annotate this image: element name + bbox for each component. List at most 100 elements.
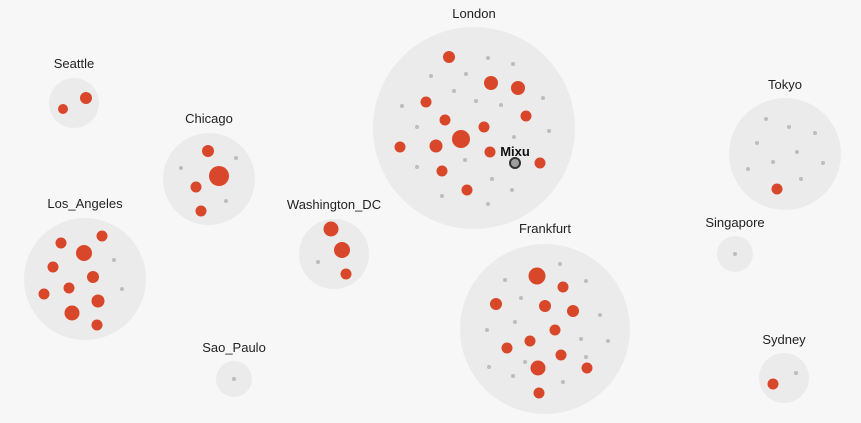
node-idle[interactable]	[429, 74, 433, 78]
cluster-singapore[interactable]: Singapore	[705, 215, 765, 272]
node-idle[interactable]	[787, 125, 791, 129]
node-active[interactable]	[539, 300, 551, 312]
node-idle[interactable]	[464, 72, 468, 76]
node-active[interactable]	[771, 183, 783, 195]
node-active[interactable]	[533, 387, 545, 399]
node-idle[interactable]	[400, 104, 404, 108]
node-active[interactable]	[334, 242, 350, 258]
cluster-frankfurt[interactable]: Frankfurt	[460, 221, 630, 414]
node-active[interactable]	[490, 298, 502, 310]
node-idle[interactable]	[474, 99, 478, 103]
node-active[interactable]	[429, 139, 443, 153]
node-idle[interactable]	[510, 188, 514, 192]
node-idle[interactable]	[224, 199, 228, 203]
node-idle[interactable]	[485, 328, 489, 332]
node-active[interactable]	[55, 237, 67, 249]
cluster-london[interactable]: London	[373, 6, 575, 229]
node-active[interactable]	[80, 92, 92, 104]
node-active[interactable]	[534, 157, 546, 169]
node-active[interactable]	[209, 166, 229, 186]
node-idle[interactable]	[415, 125, 419, 129]
node-active[interactable]	[91, 319, 103, 331]
node-idle[interactable]	[755, 141, 759, 145]
node-active[interactable]	[38, 288, 50, 300]
node-idle[interactable]	[821, 161, 825, 165]
node-highlight[interactable]	[509, 157, 521, 169]
node-active[interactable]	[484, 76, 498, 90]
node-idle[interactable]	[541, 96, 545, 100]
node-idle[interactable]	[179, 166, 183, 170]
cluster-los-angeles[interactable]: Los_Angeles	[24, 196, 146, 340]
node-active[interactable]	[528, 267, 546, 285]
node-idle[interactable]	[512, 135, 516, 139]
node-active[interactable]	[195, 205, 207, 217]
node-active[interactable]	[436, 165, 448, 177]
node-active[interactable]	[511, 81, 525, 95]
node-active[interactable]	[530, 360, 546, 376]
node-idle[interactable]	[486, 56, 490, 60]
node-idle[interactable]	[558, 262, 562, 266]
node-active[interactable]	[484, 146, 496, 158]
node-idle[interactable]	[511, 62, 515, 66]
cluster-tokyo[interactable]: Tokyo	[729, 77, 841, 210]
cluster-washington-dc[interactable]: Washington_DC	[287, 197, 381, 289]
node-idle[interactable]	[490, 177, 494, 181]
node-active[interactable]	[63, 282, 75, 294]
node-idle[interactable]	[547, 129, 551, 133]
node-idle[interactable]	[519, 296, 523, 300]
node-idle[interactable]	[795, 150, 799, 154]
node-active[interactable]	[76, 245, 92, 261]
node-idle[interactable]	[794, 371, 798, 375]
node-idle[interactable]	[799, 177, 803, 181]
node-active[interactable]	[47, 261, 59, 273]
node-active[interactable]	[557, 281, 569, 293]
node-active[interactable]	[64, 305, 80, 321]
cluster-sao-paulo[interactable]: Sao_Paulo	[202, 340, 266, 397]
node-active[interactable]	[439, 114, 451, 126]
node-idle[interactable]	[452, 89, 456, 93]
node-active[interactable]	[96, 230, 108, 242]
node-active[interactable]	[394, 141, 406, 153]
node-idle[interactable]	[579, 337, 583, 341]
node-active[interactable]	[340, 268, 352, 280]
node-active[interactable]	[420, 96, 432, 108]
node-idle[interactable]	[511, 374, 515, 378]
node-idle[interactable]	[503, 278, 507, 282]
cluster-chicago[interactable]: Chicago	[163, 111, 255, 225]
node-active[interactable]	[767, 378, 779, 390]
node-idle[interactable]	[764, 117, 768, 121]
node-active[interactable]	[501, 342, 513, 354]
node-active[interactable]	[461, 184, 473, 196]
node-idle[interactable]	[561, 380, 565, 384]
node-idle[interactable]	[112, 258, 116, 262]
node-idle[interactable]	[733, 252, 737, 256]
node-active[interactable]	[520, 110, 532, 122]
node-idle[interactable]	[487, 365, 491, 369]
cluster-sydney[interactable]: Sydney	[759, 332, 809, 403]
node-active[interactable]	[323, 221, 339, 237]
node-idle[interactable]	[771, 160, 775, 164]
node-active[interactable]	[91, 294, 105, 308]
node-idle[interactable]	[415, 165, 419, 169]
node-active[interactable]	[581, 362, 593, 374]
node-active[interactable]	[58, 104, 68, 114]
node-idle[interactable]	[120, 287, 124, 291]
node-idle[interactable]	[523, 360, 527, 364]
cluster-seattle[interactable]: Seattle	[49, 56, 99, 128]
node-active[interactable]	[443, 51, 455, 63]
node-active[interactable]	[567, 305, 579, 317]
node-idle[interactable]	[746, 167, 750, 171]
node-idle[interactable]	[584, 279, 588, 283]
node-idle[interactable]	[234, 156, 238, 160]
node-active[interactable]	[478, 121, 490, 133]
node-active[interactable]	[549, 324, 561, 336]
node-active[interactable]	[524, 335, 536, 347]
node-idle[interactable]	[606, 339, 610, 343]
node-idle[interactable]	[584, 355, 588, 359]
node-idle[interactable]	[486, 202, 490, 206]
node-idle[interactable]	[232, 377, 236, 381]
node-idle[interactable]	[463, 158, 467, 162]
node-idle[interactable]	[440, 194, 444, 198]
node-active[interactable]	[190, 181, 202, 193]
node-idle[interactable]	[513, 320, 517, 324]
